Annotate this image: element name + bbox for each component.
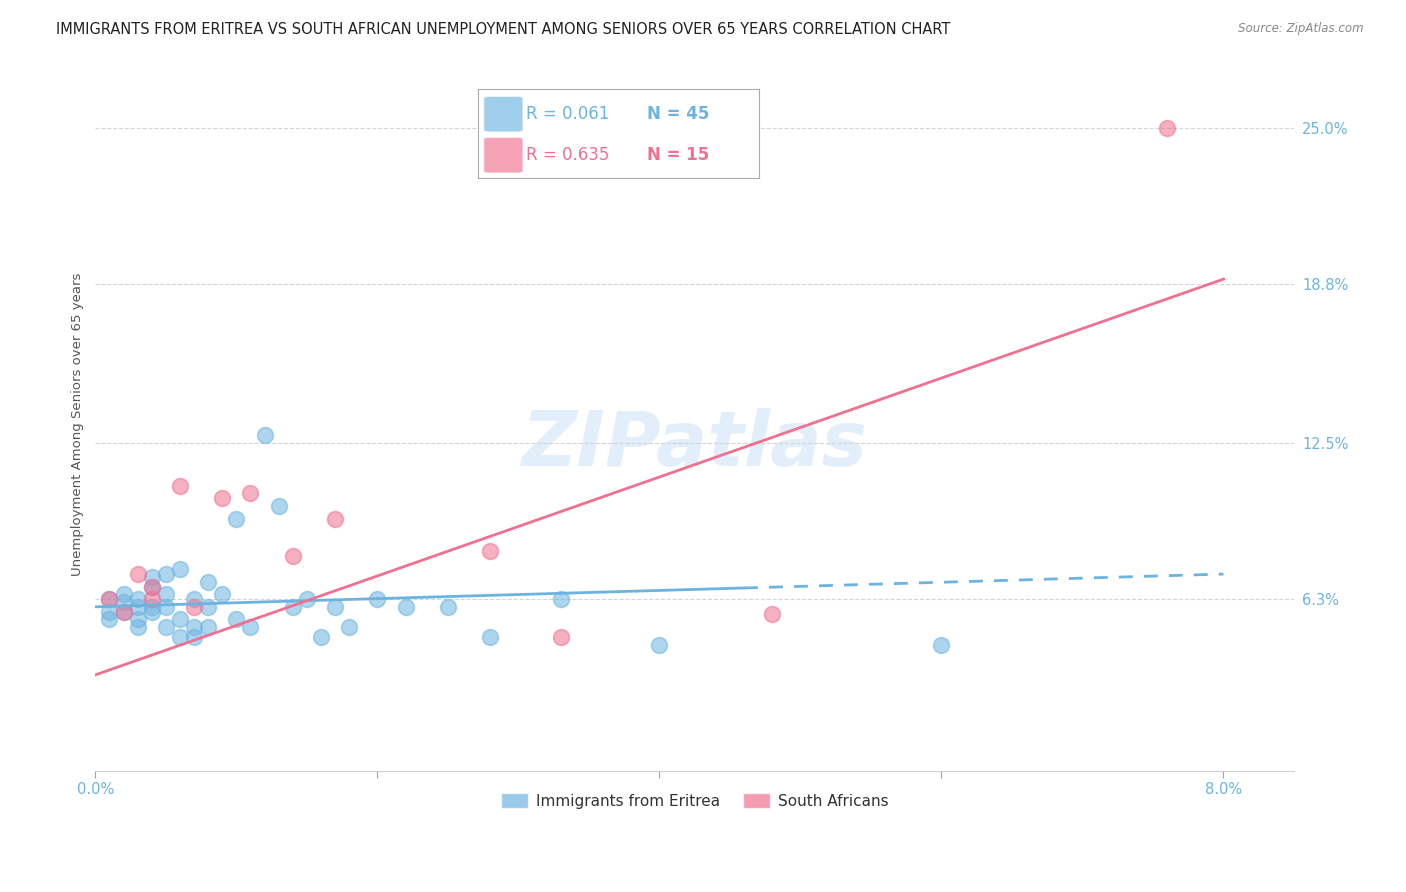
Point	[931, 638, 953, 652]
Point	[479, 544, 502, 558]
Point	[127, 592, 149, 607]
Point	[253, 428, 276, 442]
FancyBboxPatch shape	[484, 96, 523, 132]
Point	[127, 612, 149, 626]
Point	[197, 574, 219, 589]
Point	[155, 587, 177, 601]
Point	[141, 592, 163, 607]
Point	[127, 599, 149, 614]
Text: IMMIGRANTS FROM ERITREA VS SOUTH AFRICAN UNEMPLOYMENT AMONG SENIORS OVER 65 YEAR: IMMIGRANTS FROM ERITREA VS SOUTH AFRICAN…	[56, 22, 950, 37]
Point	[127, 567, 149, 582]
Point	[394, 599, 416, 614]
Point	[112, 595, 135, 609]
Point	[141, 569, 163, 583]
FancyBboxPatch shape	[484, 137, 523, 173]
Point	[225, 612, 247, 626]
Point	[197, 620, 219, 634]
Point	[141, 605, 163, 619]
Point	[281, 599, 304, 614]
Point	[761, 607, 783, 622]
Point	[211, 491, 233, 506]
Point	[1156, 120, 1178, 135]
Point	[141, 580, 163, 594]
Point	[281, 549, 304, 564]
Text: N = 45: N = 45	[647, 105, 709, 123]
Point	[98, 592, 121, 607]
Point	[550, 592, 572, 607]
Point	[183, 630, 205, 644]
Point	[98, 605, 121, 619]
Point	[155, 567, 177, 582]
Point	[169, 630, 191, 644]
Point	[337, 620, 360, 634]
Text: ZIPatlas: ZIPatlas	[522, 408, 868, 482]
Point	[98, 612, 121, 626]
Point	[169, 612, 191, 626]
Point	[225, 511, 247, 525]
Point	[183, 620, 205, 634]
Point	[112, 605, 135, 619]
Legend: Immigrants from Eritrea, South Africans: Immigrants from Eritrea, South Africans	[495, 788, 894, 815]
Point	[479, 630, 502, 644]
Point	[437, 599, 460, 614]
Point	[197, 599, 219, 614]
Y-axis label: Unemployment Among Seniors over 65 years: Unemployment Among Seniors over 65 years	[72, 272, 84, 575]
Point	[267, 499, 290, 513]
Point	[211, 587, 233, 601]
Point	[295, 592, 318, 607]
Point	[141, 580, 163, 594]
Point	[648, 638, 671, 652]
Point	[155, 599, 177, 614]
Point	[323, 511, 346, 525]
Point	[169, 562, 191, 576]
Point	[239, 486, 262, 500]
Text: R = 0.635: R = 0.635	[526, 146, 609, 164]
Point	[141, 599, 163, 614]
Point	[112, 587, 135, 601]
Text: Source: ZipAtlas.com: Source: ZipAtlas.com	[1239, 22, 1364, 36]
Point	[183, 599, 205, 614]
Point	[366, 592, 388, 607]
Point	[112, 605, 135, 619]
Point	[98, 592, 121, 607]
Point	[169, 479, 191, 493]
Point	[239, 620, 262, 634]
Point	[127, 620, 149, 634]
Text: R = 0.061: R = 0.061	[526, 105, 609, 123]
Point	[183, 592, 205, 607]
Point	[155, 620, 177, 634]
Point	[323, 599, 346, 614]
Point	[309, 630, 332, 644]
Text: N = 15: N = 15	[647, 146, 709, 164]
Point	[550, 630, 572, 644]
